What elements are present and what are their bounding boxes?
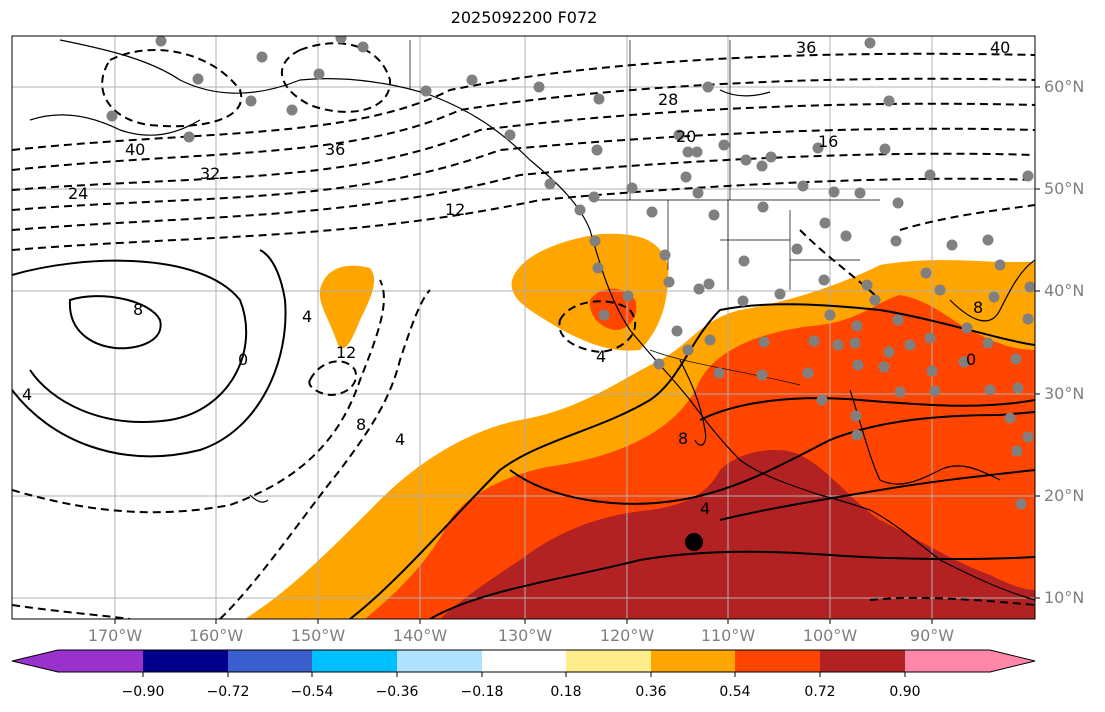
colorbar-tick-label: 0.90 xyxy=(889,684,921,700)
lat-label: 10°N xyxy=(1044,588,1085,607)
coastlines xyxy=(29,39,1035,601)
positive-contours xyxy=(12,249,1035,619)
graticule xyxy=(12,36,1035,619)
colorbar-tick-label: 0.18 xyxy=(550,684,582,700)
colorbar-segment xyxy=(482,650,568,672)
contour-label: 4 xyxy=(596,347,606,366)
colorbar-segment xyxy=(397,650,483,672)
lon-label: 140°W xyxy=(392,626,448,645)
negative-contours xyxy=(12,42,1035,619)
contour-label: 28 xyxy=(658,90,678,109)
colorbar-segment xyxy=(312,650,398,672)
lon-label: 110°W xyxy=(700,626,756,645)
map-title: 2025092200 F072 xyxy=(450,8,598,27)
colorbar-segment xyxy=(143,650,229,672)
colorbar xyxy=(11,649,1036,677)
colorbar-extend-low xyxy=(12,650,58,672)
colorbar-tick-label: 0.36 xyxy=(635,684,667,700)
colorbar-segment xyxy=(228,650,314,672)
lat-label: 30°N xyxy=(1044,384,1085,403)
contour-label: 36 xyxy=(325,140,345,159)
lon-label: 100°W xyxy=(802,626,858,645)
colorbar-tick-label: 0.54 xyxy=(719,684,751,700)
lon-label: 150°W xyxy=(290,626,346,645)
colorbar-tick-label: −0.54 xyxy=(290,684,334,700)
contour-label: 4 xyxy=(395,430,405,449)
map-frame xyxy=(11,35,1036,620)
contour-label: 20 xyxy=(676,127,696,146)
lon-label: 120°W xyxy=(599,626,655,645)
station-dots xyxy=(106,36,1035,510)
colorbar-tick-label: −0.90 xyxy=(121,684,165,700)
lon-label: 90°W xyxy=(909,626,955,645)
contour-label: 40 xyxy=(125,140,145,159)
contour-label: 24 xyxy=(68,184,88,203)
contour-label: 8 xyxy=(356,415,366,434)
colorbar-segment xyxy=(651,650,737,672)
contour-label: 12 xyxy=(336,343,356,362)
anomaly-fill-dark-red xyxy=(440,450,1035,619)
contour-label: 36 xyxy=(796,38,816,57)
contour-label: 0 xyxy=(238,350,248,369)
lat-label: 20°N xyxy=(1044,486,1085,505)
lat-label: 50°N xyxy=(1044,179,1085,198)
tropical-cyclone-center-icon xyxy=(685,533,703,551)
colorbar-segment xyxy=(820,650,906,672)
contour-labels: 36 40 28 20 16 40 32 24 36 12 8 0 4 4 12… xyxy=(22,38,1010,518)
lon-label: 160°W xyxy=(188,626,244,645)
colorbar-tick-label: −0.36 xyxy=(375,684,419,700)
lon-label: 130°W xyxy=(497,626,553,645)
contour-label: 16 xyxy=(818,132,838,151)
contour-label: 12 xyxy=(445,200,465,219)
contour-label: 40 xyxy=(990,38,1010,57)
colorbar-tick-label: −0.72 xyxy=(206,684,250,700)
colorbar-segment xyxy=(566,650,652,672)
contour-label: 0 xyxy=(966,350,976,369)
colorbar-extend-high xyxy=(990,650,1035,672)
lat-label: 40°N xyxy=(1044,281,1085,300)
colorbar-segment xyxy=(735,650,821,672)
contour-label: 8 xyxy=(133,300,143,319)
colorbar-segment xyxy=(58,650,144,672)
colorbar-segment xyxy=(905,650,991,672)
colorbar-tick-label: 0.72 xyxy=(804,684,836,700)
lat-label: 60°N xyxy=(1044,77,1085,96)
contour-label: 8 xyxy=(973,298,983,317)
contour-label: 32 xyxy=(200,164,220,183)
contour-label: 4 xyxy=(700,499,710,518)
axis-ticks xyxy=(114,86,1040,624)
lon-label: 170°W xyxy=(87,626,143,645)
contour-label: 4 xyxy=(302,307,312,326)
colorbar-tick-label: −0.18 xyxy=(460,684,504,700)
colorbar-outline xyxy=(11,649,1036,673)
contour-label: 8 xyxy=(678,429,688,448)
contour-label: 4 xyxy=(22,385,32,404)
